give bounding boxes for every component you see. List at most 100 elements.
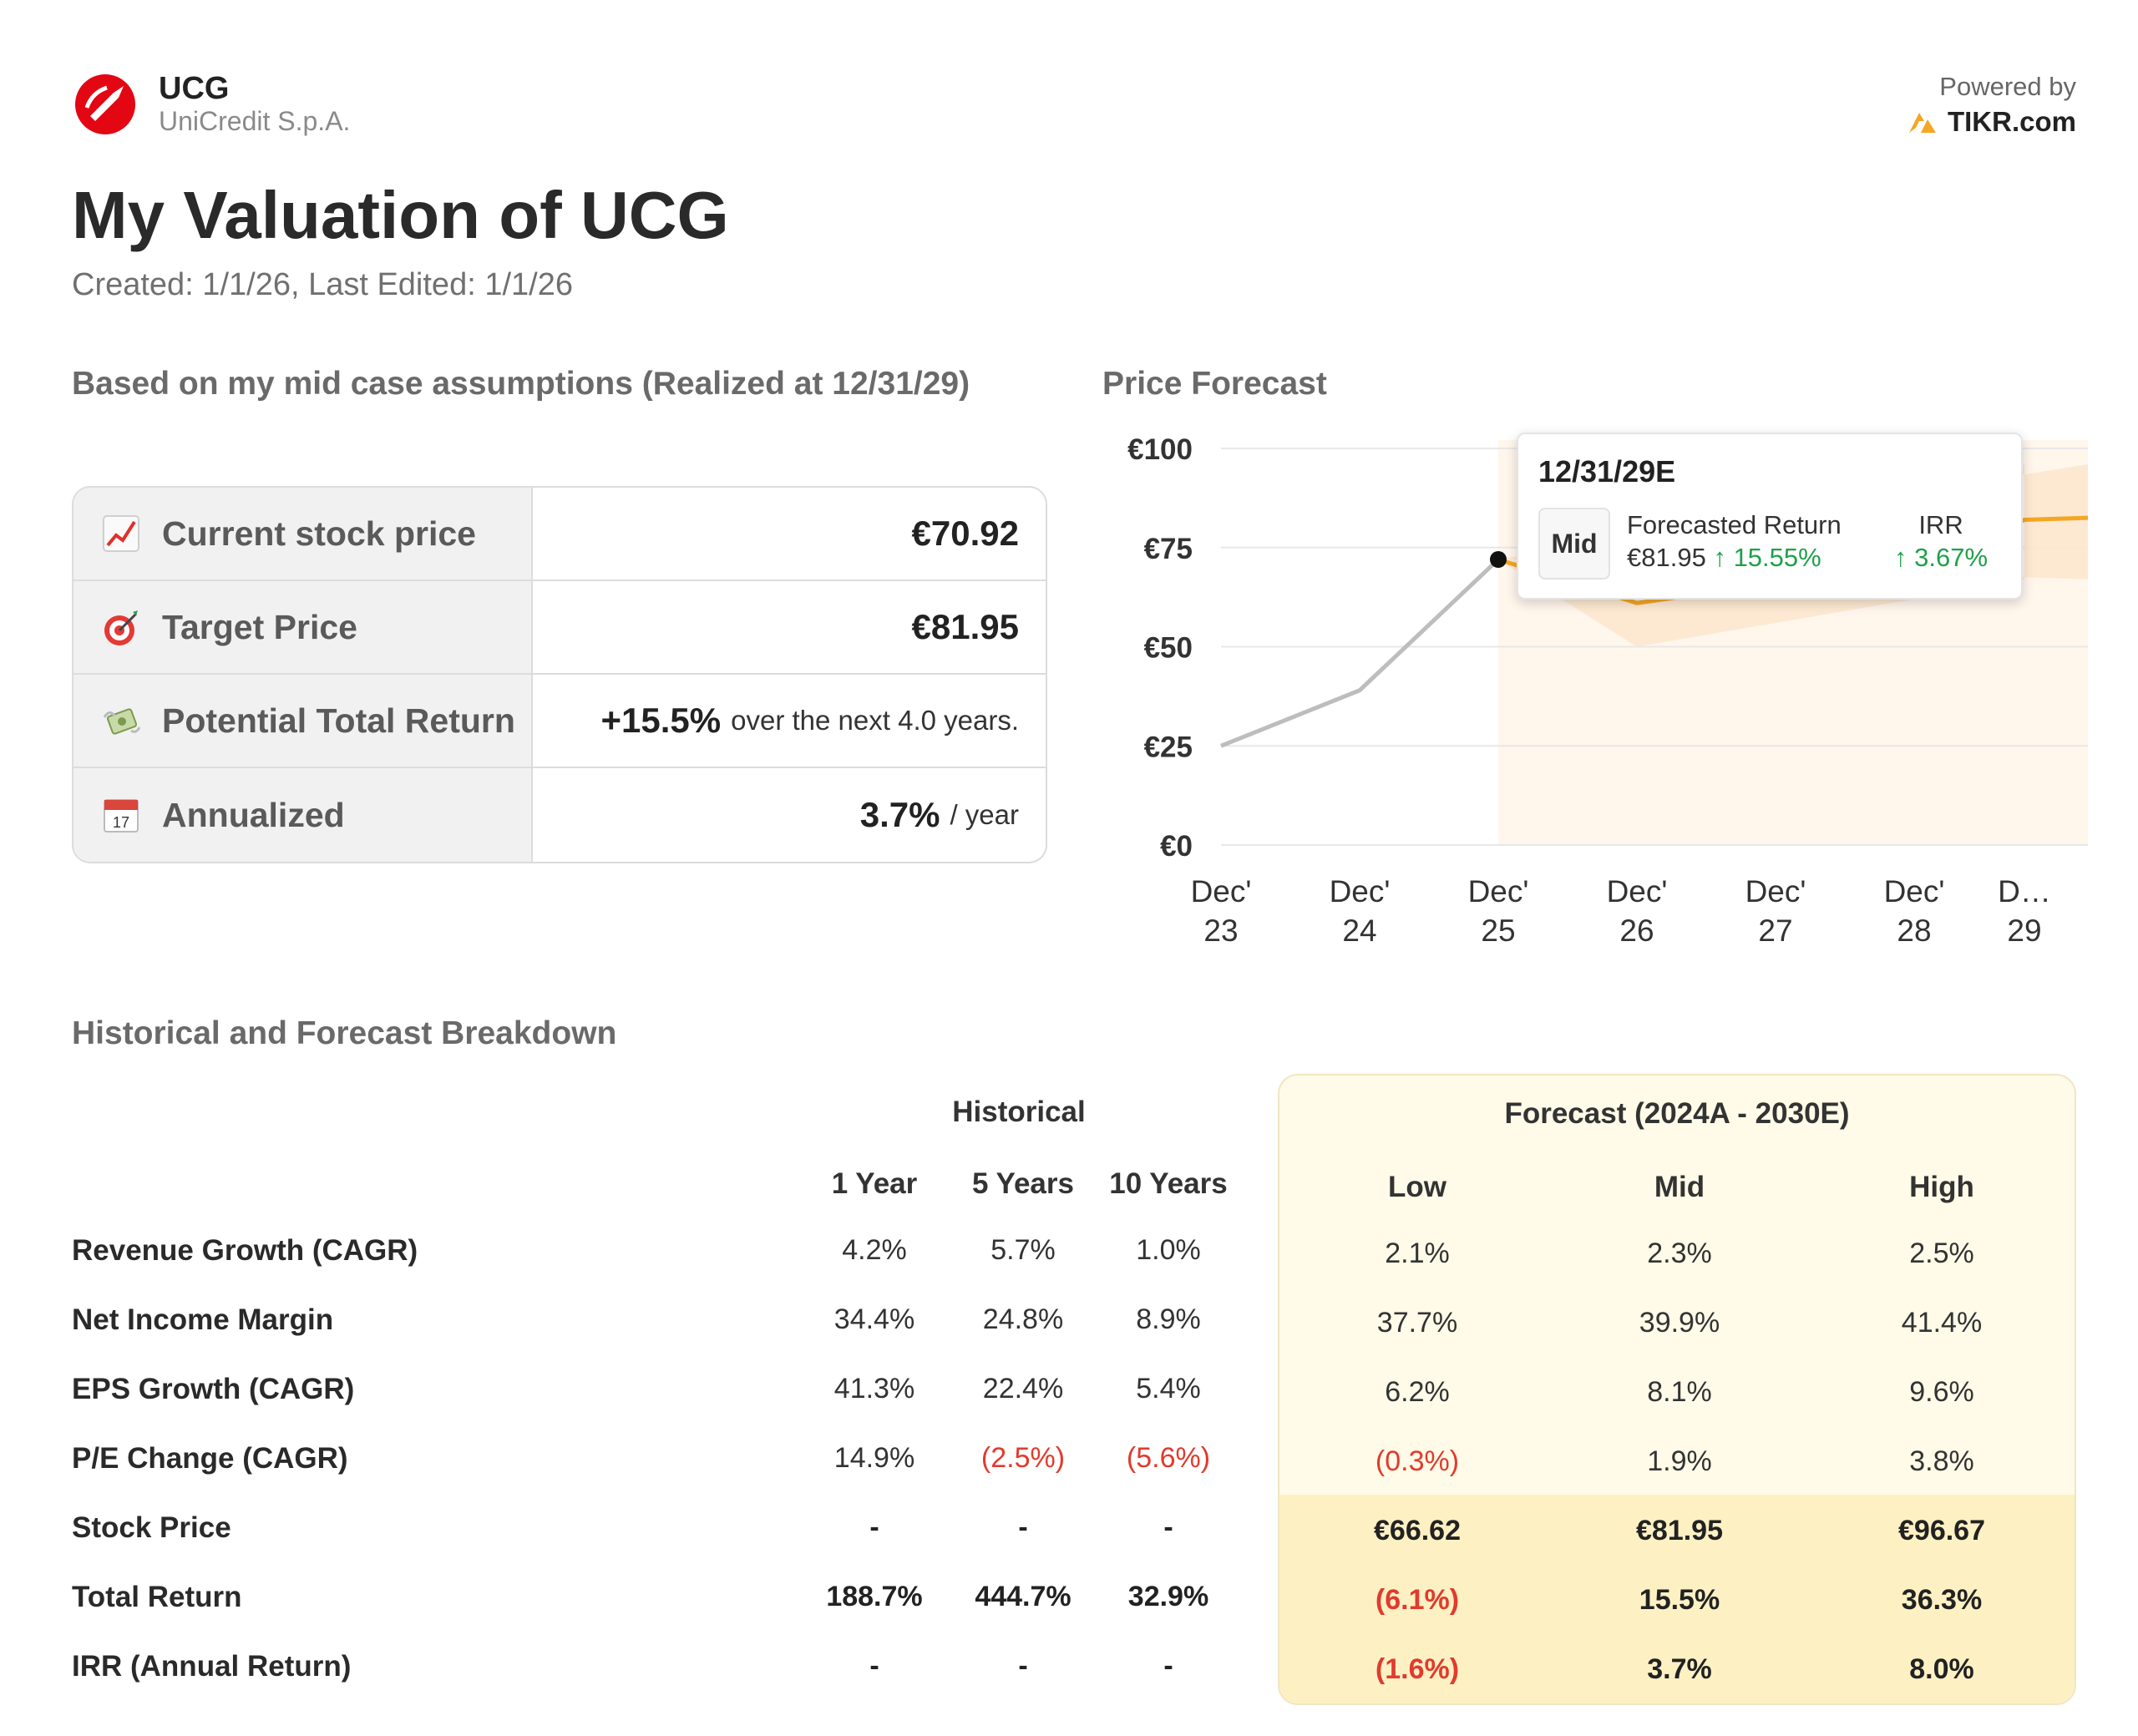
table-cell: - <box>1018 1650 1028 1682</box>
tikr-label: TIKR.com <box>1947 106 2076 137</box>
tooltip-case-badge: Mid <box>1538 508 1610 580</box>
calendar-icon: 17 <box>100 794 142 836</box>
table-cell: 2.5% <box>1909 1237 1974 1269</box>
table-cell: €66.62 <box>1374 1515 1461 1546</box>
table-cell: 6.2% <box>1385 1376 1450 1408</box>
table-cell: 444.7% <box>975 1581 1072 1612</box>
column-header: Low <box>1388 1171 1446 1203</box>
unicredit-logo-icon <box>75 74 135 134</box>
forecast-panel <box>1278 1074 2076 1705</box>
table-cell: - <box>869 1650 879 1682</box>
row-label: Stock Price <box>72 1511 231 1544</box>
historical-header: Historical <box>952 1096 1086 1128</box>
table-cell: 34.4% <box>833 1303 915 1335</box>
tikr-link[interactable]: TIKR.com <box>1907 104 2076 140</box>
table-cell: (2.5%) <box>980 1442 1066 1474</box>
x-tick-label: Dec' <box>1330 874 1391 908</box>
x-tick-label: 23 <box>1203 914 1238 948</box>
chart-tooltip: 12/31/29E Mid Forecasted Return €81.95 ↑… <box>1517 433 2023 600</box>
table-cell: 24.8% <box>982 1303 1064 1335</box>
y-tick-label: €50 <box>1144 632 1193 665</box>
table-cell: 5.4% <box>1136 1373 1201 1404</box>
summary-label: Potential Total Return <box>162 701 515 740</box>
table-cell: 22.4% <box>982 1373 1064 1404</box>
table-cell: (0.3%) <box>1375 1445 1460 1477</box>
table-cell: 14.9% <box>833 1442 915 1474</box>
total-return-suffix: over the next 4.0 years. <box>731 705 1019 736</box>
table-cell: 188.7% <box>826 1581 923 1612</box>
table-cell: - <box>1163 1511 1173 1543</box>
company-brand: UCG UniCredit S.p.A. <box>75 72 350 137</box>
table-cell: 41.4% <box>1901 1307 1983 1339</box>
target-icon <box>100 606 142 648</box>
row-label: EPS Growth (CAGR) <box>72 1373 355 1405</box>
column-header: 1 Year <box>831 1167 918 1200</box>
chart-increasing-icon <box>100 513 142 554</box>
tooltip-return-pct: ↑ 15.55% <box>1713 543 1821 572</box>
current-price-point <box>1490 551 1507 568</box>
historical-price-line <box>1220 558 1500 748</box>
powered-by: Powered by TIKR.com <box>1907 70 2076 140</box>
chart-heading: Price Forecast <box>1102 366 1327 402</box>
forecast-header: Forecast (2024A - 2030E) <box>1504 1097 1850 1130</box>
table-cell: 2.1% <box>1385 1237 1450 1269</box>
summary-row-target-price: Target Price €81.95 <box>73 581 1046 675</box>
summary-row-total-return: Potential Total Return +15.5% over the n… <box>73 675 1046 768</box>
company-ticker: UCG <box>159 71 230 106</box>
x-tick-label: D… <box>1998 874 2051 908</box>
table-cell: (6.1%) <box>1375 1584 1460 1616</box>
table-cell: €96.67 <box>1898 1515 1985 1546</box>
tooltip-price: €81.95 <box>1627 543 1706 572</box>
tooltip-irr-label: IRR <box>1918 510 1963 539</box>
column-header: 10 Years <box>1109 1167 1228 1200</box>
row-label: IRR (Annual Return) <box>72 1650 352 1683</box>
table-cell: 8.9% <box>1136 1303 1201 1335</box>
summary-row-annualized: 17 Annualized 3.7% / year <box>73 768 1046 862</box>
table-cell: 8.1% <box>1647 1376 1712 1408</box>
row-label: Net Income Margin <box>72 1303 334 1336</box>
tooltip-return-label: Forecasted Return <box>1627 510 1842 539</box>
tooltip-date: 12/31/29E <box>1538 454 1676 488</box>
total-return-value: +15.5% <box>600 701 722 740</box>
y-tick-label: €75 <box>1144 533 1193 565</box>
x-tick-label: 28 <box>1897 914 1931 948</box>
summary-table: Current stock price €70.92 Target Price … <box>72 486 1047 863</box>
company-name: UniCredit S.p.A. <box>159 106 351 136</box>
y-tick-label: €100 <box>1127 433 1193 466</box>
summary-label: Current stock price <box>162 514 476 553</box>
x-tick-label: 27 <box>1758 914 1792 948</box>
row-label: Total Return <box>72 1581 242 1613</box>
x-tick-label: Dec' <box>1191 874 1252 908</box>
x-tick-label: 29 <box>2007 914 2041 948</box>
tikr-logo-icon <box>1908 113 1936 133</box>
powered-by-label: Powered by <box>1939 72 2076 101</box>
page-title: My Valuation of UCG <box>72 178 729 252</box>
table-cell: 1.0% <box>1136 1234 1201 1266</box>
table-cell: 3.7% <box>1647 1653 1712 1685</box>
x-tick-label: 25 <box>1481 914 1515 948</box>
table-cell: 37.7% <box>1376 1307 1458 1339</box>
table-cell: 5.7% <box>990 1234 1056 1266</box>
column-header: 5 Years <box>972 1167 1074 1200</box>
table-cell: 2.3% <box>1647 1237 1712 1269</box>
y-tick-label: €0 <box>1160 830 1193 863</box>
table-cell: 8.0% <box>1909 1653 1974 1685</box>
tooltip-irr-value: ↑ 3.67% <box>1894 543 1989 572</box>
current-price-value: €70.92 <box>911 514 1019 553</box>
table-cell: 3.8% <box>1909 1445 1974 1477</box>
table-cell: €81.95 <box>1636 1515 1723 1546</box>
x-tick-label: Dec' <box>1745 874 1806 908</box>
annualized-suffix: / year <box>950 799 1019 830</box>
summary-label: Annualized <box>162 795 345 834</box>
table-cell: 36.3% <box>1901 1584 1983 1616</box>
annualized-value: 3.7% <box>859 795 940 834</box>
row-label: P/E Change (CAGR) <box>72 1442 348 1475</box>
table-cell: - <box>1163 1650 1173 1682</box>
x-tick-label: 24 <box>1342 914 1376 948</box>
target-price-value: €81.95 <box>911 607 1019 646</box>
table-cell: 41.3% <box>833 1373 915 1404</box>
money-with-wings-icon <box>100 700 142 741</box>
column-header: Mid <box>1654 1171 1705 1203</box>
summary-row-current-price: Current stock price €70.92 <box>73 488 1046 581</box>
page-subtitle: Created: 1/1/26, Last Edited: 1/1/26 <box>72 267 573 302</box>
